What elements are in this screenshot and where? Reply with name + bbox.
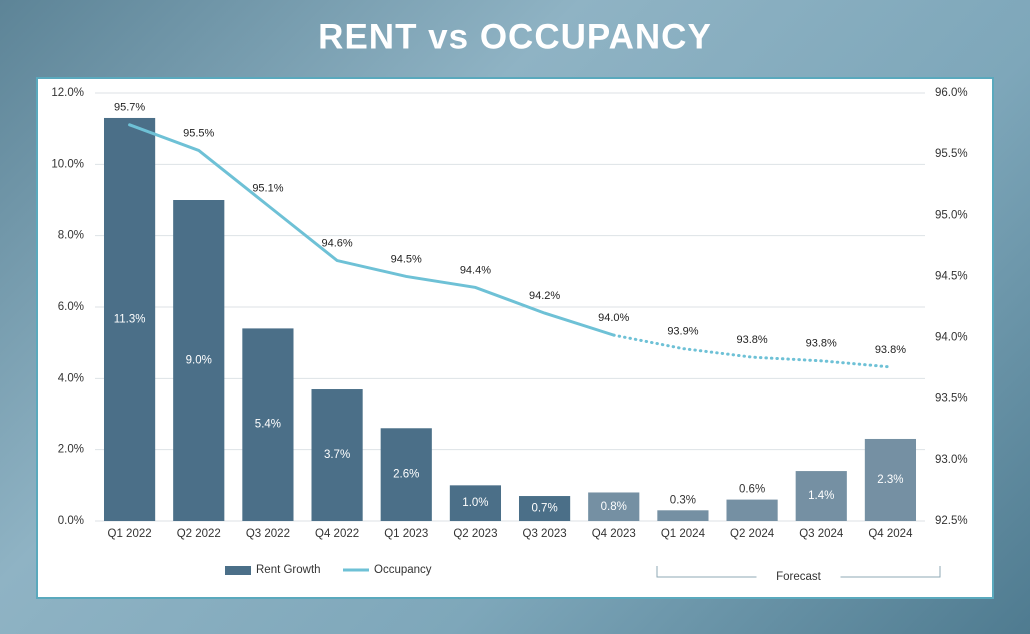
line-value-label: 93.8% <box>875 344 906 356</box>
line-value-label: 95.5% <box>183 127 214 139</box>
y2-tick-label: 94.0% <box>935 332 968 344</box>
line-value-label: 93.8% <box>736 334 767 346</box>
bar-value-label: 0.3% <box>670 494 696 506</box>
y-tick-label: 8.0% <box>58 230 84 242</box>
line <box>128 123 616 337</box>
x-tick-label: Q4 2024 <box>868 528 913 540</box>
y2-tick-label: 96.0% <box>935 87 968 99</box>
x-tick-label: Q3 2022 <box>246 528 290 540</box>
bar-value-label: 1.0% <box>462 497 488 509</box>
bar <box>795 471 847 521</box>
y-tick-label: 4.0% <box>58 372 84 384</box>
line-value-label: 93.9% <box>667 325 698 337</box>
y2-tick-label: 93.0% <box>935 454 968 466</box>
bar-value-label: 3.7% <box>324 449 350 461</box>
y-tick-label: 12.0% <box>51 87 84 99</box>
x-tick-label: Q1 2023 <box>384 528 428 540</box>
line-forecast <box>612 333 892 369</box>
line-value-label: 93.8% <box>806 338 837 350</box>
x-tick-label: Q3 2024 <box>799 528 844 540</box>
line-value-label: 94.4% <box>460 264 491 276</box>
bar <box>657 510 709 521</box>
bar <box>103 117 156 521</box>
y-tick-label: 2.0% <box>58 444 84 456</box>
legend-label: Occupancy <box>374 564 432 576</box>
x-tick-label: Q2 2022 <box>177 528 221 540</box>
x-tick-label: Q2 2023 <box>453 528 497 540</box>
legend-swatch <box>225 566 251 575</box>
bar-value-label: 0.7% <box>531 503 557 515</box>
chart-title: RENT vs OCCUPANCY <box>318 17 712 56</box>
bar <box>449 485 502 521</box>
line-value-label: 94.2% <box>529 290 560 302</box>
line-value-label: 94.5% <box>391 253 422 265</box>
x-tick-label: Q2 2024 <box>730 528 775 540</box>
bar <box>380 428 432 521</box>
y2-tick-label: 93.5% <box>935 393 968 405</box>
x-tick-label: Q1 2022 <box>108 528 152 540</box>
forecast-label: Forecast <box>776 571 822 583</box>
bar <box>311 389 363 521</box>
bar-value-label: 9.0% <box>186 355 212 367</box>
bar-value-label: 0.8% <box>601 501 627 513</box>
line-value-label: 95.7% <box>114 102 145 114</box>
y2-tick-label: 94.5% <box>935 270 968 282</box>
legend-label: Rent Growth <box>256 564 321 576</box>
x-tick-label: Q1 2024 <box>661 528 706 540</box>
y-tick-label: 10.0% <box>51 158 84 170</box>
line-value-label: 95.1% <box>252 182 283 194</box>
bar <box>173 200 225 521</box>
y2-tick-label: 92.5% <box>935 515 968 527</box>
bar <box>518 496 571 521</box>
bar-value-label: 1.4% <box>808 490 834 502</box>
bar <box>726 499 778 521</box>
line-value-label: 94.6% <box>321 237 352 249</box>
y2-tick-label: 95.0% <box>935 209 968 221</box>
bar-value-label: 0.6% <box>739 484 765 496</box>
bar-value-label: 5.4% <box>255 419 281 431</box>
y2-tick-label: 95.5% <box>935 148 968 160</box>
y-tick-label: 6.0% <box>58 301 84 313</box>
y-tick-label: 0.0% <box>58 515 84 527</box>
x-tick-label: Q3 2023 <box>523 528 567 540</box>
forecast-bracket <box>656 566 941 578</box>
bar <box>242 328 294 521</box>
bar-value-label: 2.6% <box>393 469 419 481</box>
x-tick-label: Q4 2023 <box>592 528 636 540</box>
bar <box>864 438 917 521</box>
bar <box>588 492 640 521</box>
x-tick-label: Q4 2022 <box>315 528 359 540</box>
bar-value-label: 2.3% <box>877 474 903 486</box>
line-value-label: 94.0% <box>598 312 629 324</box>
bar-value-label: 11.3% <box>114 314 146 326</box>
